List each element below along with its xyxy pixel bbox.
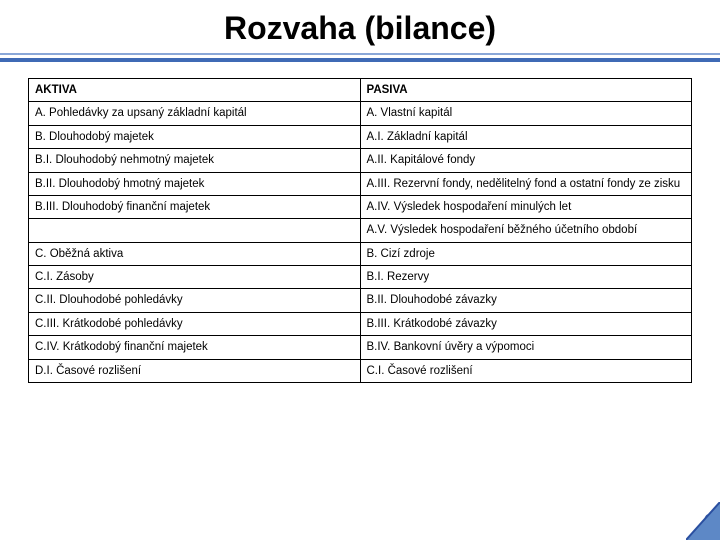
table-cell-left: C. Oběžná aktiva: [29, 242, 361, 265]
table-cell-left: C.II. Dlouhodobé pohledávky: [29, 289, 361, 312]
table-row: C.IV. Krátkodobý finanční majetekB.IV. B…: [29, 336, 692, 359]
table-row: B.III. Dlouhodobý finanční majetekA.IV. …: [29, 195, 692, 218]
table-cell-left: [29, 219, 361, 242]
table-cell-left: C.IV. Krátkodobý finanční majetek: [29, 336, 361, 359]
table-row: A. Pohledávky za upsaný základní kapitál…: [29, 102, 692, 125]
table-cell-right: B.I. Rezervy: [360, 266, 692, 289]
table-row: B.II. Dlouhodobý hmotný majetekA.III. Re…: [29, 172, 692, 195]
table-container: AKTIVAPASIVAA. Pohledávky za upsaný zákl…: [0, 62, 720, 383]
table-row: C.II. Dlouhodobé pohledávkyB.II. Dlouhod…: [29, 289, 692, 312]
slide: Rozvaha (bilance) AKTIVAPASIVAA. Pohledá…: [0, 0, 720, 540]
table-cell-right: C.I. Časové rozlišení: [360, 359, 692, 382]
table-row: D.I. Časové rozlišeníC.I. Časové rozliše…: [29, 359, 692, 382]
table-row: C.I. ZásobyB.I. Rezervy: [29, 266, 692, 289]
table-row: B.I. Dlouhodobý nehmotný majetekA.II. Ka…: [29, 149, 692, 172]
table-cell-right: A.V. Výsledek hospodaření běžného účetní…: [360, 219, 692, 242]
divider-bottom-line: [0, 58, 720, 62]
slide-title: Rozvaha (bilance): [0, 0, 720, 53]
table-cell-left: D.I. Časové rozlišení: [29, 359, 361, 382]
table-cell-left: C.I. Zásoby: [29, 266, 361, 289]
table-row: B. Dlouhodobý majetekA.I. Základní kapit…: [29, 125, 692, 148]
table-cell-left: B. Dlouhodobý majetek: [29, 125, 361, 148]
table-cell-right: PASIVA: [360, 79, 692, 102]
table-cell-left: B.I. Dlouhodobý nehmotný majetek: [29, 149, 361, 172]
table-cell-right: A.III. Rezervní fondy, nedělitelný fond …: [360, 172, 692, 195]
table-cell-right: B.III. Krátkodobé závazky: [360, 312, 692, 335]
table-row: A.V. Výsledek hospodaření běžného účetní…: [29, 219, 692, 242]
table-row: C.III. Krátkodobé pohledávkyB.III. Krátk…: [29, 312, 692, 335]
table-row: C. Oběžná aktivaB. Cizí zdroje: [29, 242, 692, 265]
table-cell-right: A.IV. Výsledek hospodaření minulých let: [360, 195, 692, 218]
title-divider: [0, 53, 720, 62]
table-cell-right: A. Vlastní kapitál: [360, 102, 692, 125]
table-row: AKTIVAPASIVA: [29, 79, 692, 102]
table-cell-left: B.II. Dlouhodobý hmotný majetek: [29, 172, 361, 195]
table-cell-left: AKTIVA: [29, 79, 361, 102]
table-cell-right: A.II. Kapitálové fondy: [360, 149, 692, 172]
table-cell-right: B.II. Dlouhodobé závazky: [360, 289, 692, 312]
table-cell-left: B.III. Dlouhodobý finanční majetek: [29, 195, 361, 218]
table-cell-left: C.III. Krátkodobé pohledávky: [29, 312, 361, 335]
balance-table-body: AKTIVAPASIVAA. Pohledávky za upsaný zákl…: [29, 79, 692, 383]
table-cell-left: A. Pohledávky za upsaný základní kapitál: [29, 102, 361, 125]
table-cell-right: B. Cizí zdroje: [360, 242, 692, 265]
table-cell-right: B.IV. Bankovní úvěry a výpomoci: [360, 336, 692, 359]
page-number: 6: [703, 512, 712, 530]
table-cell-right: A.I. Základní kapitál: [360, 125, 692, 148]
balance-table: AKTIVAPASIVAA. Pohledávky za upsaný zákl…: [28, 78, 692, 383]
